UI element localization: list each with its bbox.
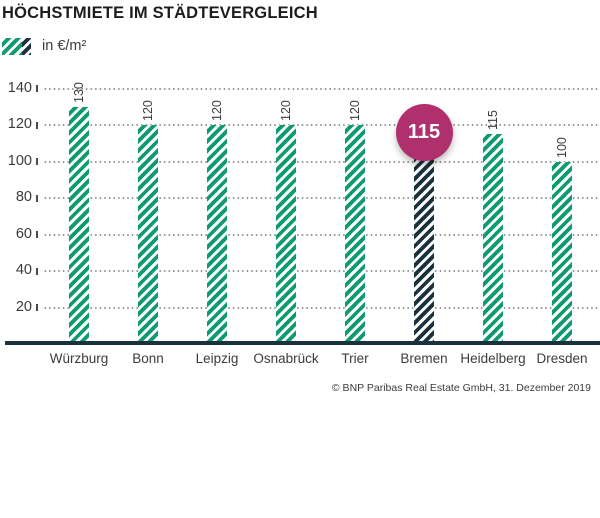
gridline [43, 270, 600, 272]
bar-value-label: 120 [140, 100, 155, 121]
bar [69, 106, 89, 342]
y-tick-label: 120 [7, 116, 32, 132]
bar-value-label: 115 [485, 110, 500, 131]
y-tick-label: 140 [7, 79, 32, 96]
x-category-label: Trier [341, 351, 369, 366]
bar [345, 125, 365, 342]
y-tick-label: 80 [15, 189, 32, 205]
highlight-value: 115 [407, 120, 441, 143]
y-tick-label: 60 [15, 225, 32, 242]
chart-title: HÖCHSTMIETE IM STÄDTEVERGLEICH [2, 4, 318, 22]
x-axis-line [5, 341, 600, 345]
x-category-label: Osnabrück [253, 351, 319, 366]
legend-label: in €/m² [42, 38, 87, 54]
bar [207, 125, 227, 342]
y-tick-mark [36, 158, 38, 165]
y-tick-mark [36, 267, 38, 275]
y-tick-label: 100 [7, 152, 32, 169]
x-category-label: Würzburg [49, 351, 109, 366]
bar-value-label: 120 [209, 100, 224, 121]
gridline [43, 124, 600, 126]
highlight-circle: 115 [395, 103, 453, 161]
bar [483, 134, 503, 342]
hatch-swatch-icon [2, 37, 31, 55]
y-tick-mark [36, 85, 38, 92]
bar-value-label: 100 [554, 136, 569, 158]
bar-value-label: 120 [278, 100, 293, 121]
bar-value-label: 120 [347, 100, 362, 121]
y-tick-label: 20 [15, 298, 32, 315]
y-tick-mark [36, 231, 38, 238]
bar-highlighted [414, 134, 434, 342]
legend: in €/m² [2, 37, 86, 55]
gridline [43, 233, 600, 236]
source-note: © BNP Paribas Real Estate GmbH, 31. Deze… [331, 382, 591, 394]
y-tick-label: 40 [15, 262, 32, 278]
gridline [43, 160, 600, 163]
x-category-label: Bonn [132, 351, 164, 366]
x-category-label: Dresden [536, 351, 588, 366]
bar [552, 161, 572, 342]
y-tick-mark [36, 121, 38, 129]
bar-value-label: 130 [71, 81, 86, 103]
x-category-label: Heidelberg [460, 351, 526, 366]
bar [276, 125, 296, 342]
y-tick-mark [36, 194, 38, 202]
gridline [43, 306, 600, 309]
bar [138, 125, 158, 342]
x-category-label: Bremen [400, 351, 448, 366]
x-category-label: Leipzig [195, 351, 239, 366]
y-tick-mark [36, 304, 38, 311]
gridline [43, 87, 600, 90]
gridline [43, 197, 600, 199]
